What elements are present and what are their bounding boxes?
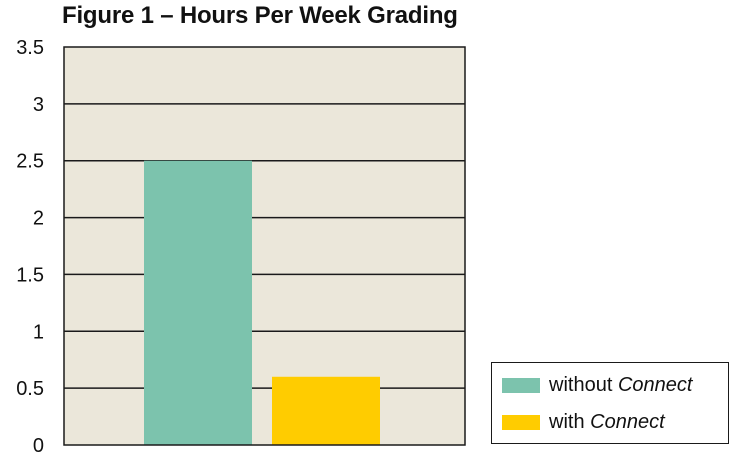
y-tick-label: 0 xyxy=(33,435,44,452)
y-axis-ticks: 0 0.5 1 1.5 2 2.5 3 3.5 xyxy=(16,37,44,452)
legend-label-emphasis: Connect xyxy=(590,410,665,433)
plot-frame xyxy=(63,46,466,446)
legend-label-without-connect: without Connect xyxy=(549,374,692,397)
legend-swatch-without-connect xyxy=(502,377,540,393)
y-tick-label: 1 xyxy=(33,321,44,343)
legend: without Connect with Connect xyxy=(491,362,729,444)
bar-without-connect xyxy=(144,160,252,445)
bar-with-connect xyxy=(272,376,380,445)
legend-label-with-connect: with Connect xyxy=(549,411,665,434)
plot-area xyxy=(64,47,465,445)
legend-swatch-with-connect xyxy=(502,414,540,430)
y-tick-label: 0.5 xyxy=(16,378,44,400)
legend-label-prefix: with xyxy=(549,410,585,433)
legend-item-without-connect: without Connect xyxy=(502,373,692,397)
bars xyxy=(144,160,380,445)
legend-item-with-connect: with Connect xyxy=(502,410,665,434)
y-tick-label: 2 xyxy=(33,208,44,230)
y-tick-label: 1.5 xyxy=(16,264,44,286)
legend-label-emphasis: Connect xyxy=(617,373,693,396)
legend-label-prefix: without xyxy=(549,373,613,396)
gridlines xyxy=(64,103,465,389)
chart-title: Figure 1 – Hours Per Week Grading xyxy=(62,2,458,29)
y-tick-label: 2.5 xyxy=(16,151,44,173)
y-tick-label: 3.5 xyxy=(16,37,44,59)
y-tick-label: 3 xyxy=(33,94,44,116)
